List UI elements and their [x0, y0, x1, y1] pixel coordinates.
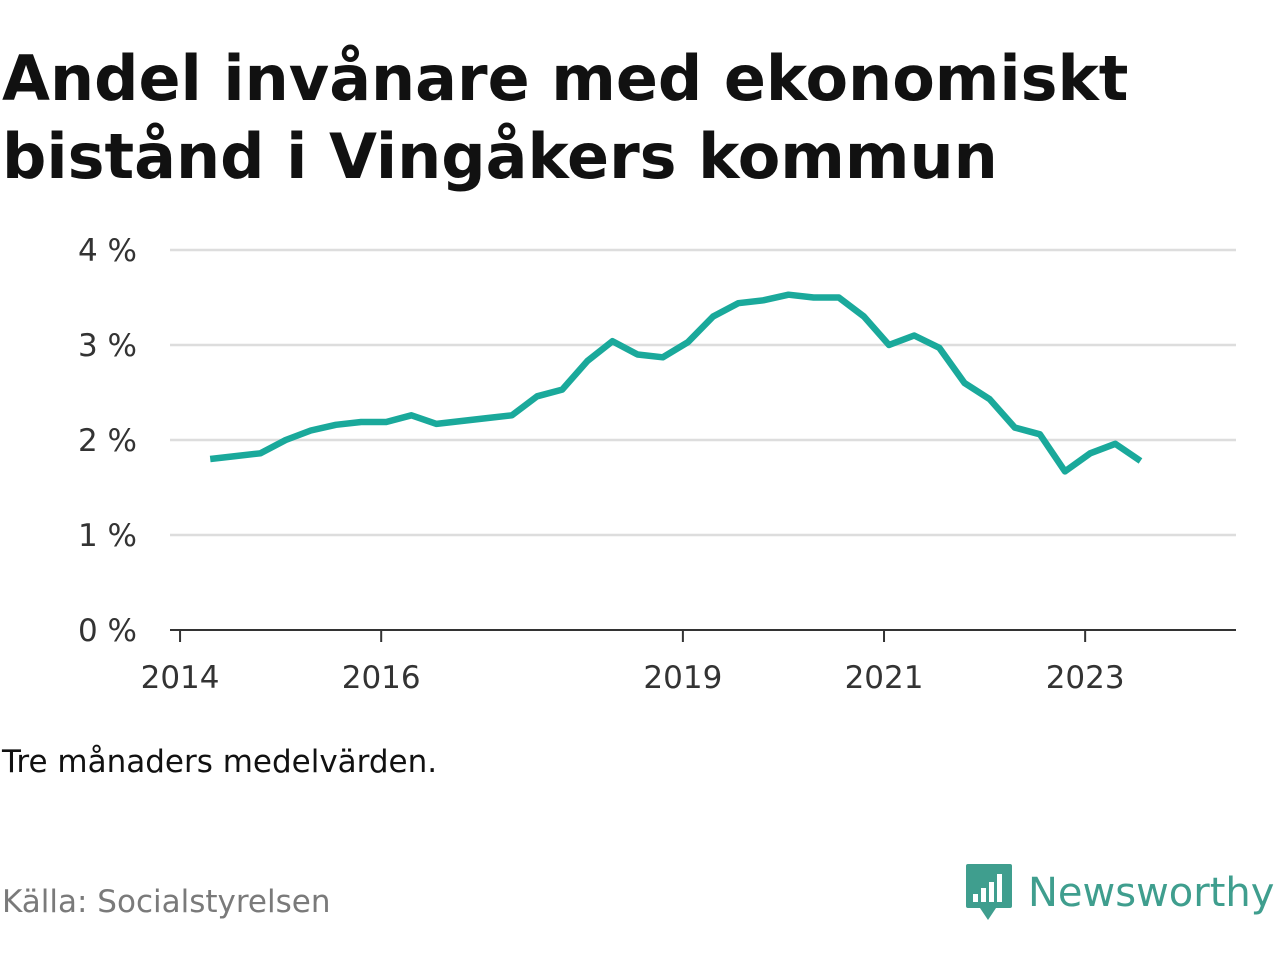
source-note: Källa: Socialstyrelsen [2, 884, 331, 920]
x-axis-ticks: 2014 2016 2019 2021 2023 [141, 630, 1125, 696]
x-tick-label: 2014 [141, 660, 220, 696]
chart-subtitle: Tre månaders medelvärden. [2, 744, 438, 780]
gridlines [170, 248, 1236, 537]
y-tick-label: 2 % [78, 423, 137, 459]
newsworthy-logo-icon [966, 864, 1012, 920]
y-tick-label: 0 % [78, 613, 137, 649]
x-tick-label: 2016 [342, 660, 421, 696]
x-tick-label: 2023 [1046, 660, 1125, 696]
y-axis-ticks: 0 % 1 % 2 % 3 % 4 % [78, 233, 137, 649]
y-tick-label: 1 % [78, 518, 137, 554]
series [209, 291, 1143, 475]
brand-logo: Newsworthy [964, 862, 1274, 924]
y-tick-label: 4 % [78, 233, 137, 269]
chart-title: Andel invånare med ekonomiskt bistånd i … [2, 42, 1129, 193]
x-tick-label: 2019 [643, 660, 722, 696]
x-tick-label: 2021 [845, 660, 924, 696]
brand-name: Newsworthy [1028, 870, 1275, 916]
series-line [209, 291, 1143, 475]
y-tick-label: 3 % [78, 328, 137, 364]
line-chart: 0 % 1 % 2 % 3 % 4 % 2014 2016 2019 2021 2023 [78, 233, 1236, 696]
